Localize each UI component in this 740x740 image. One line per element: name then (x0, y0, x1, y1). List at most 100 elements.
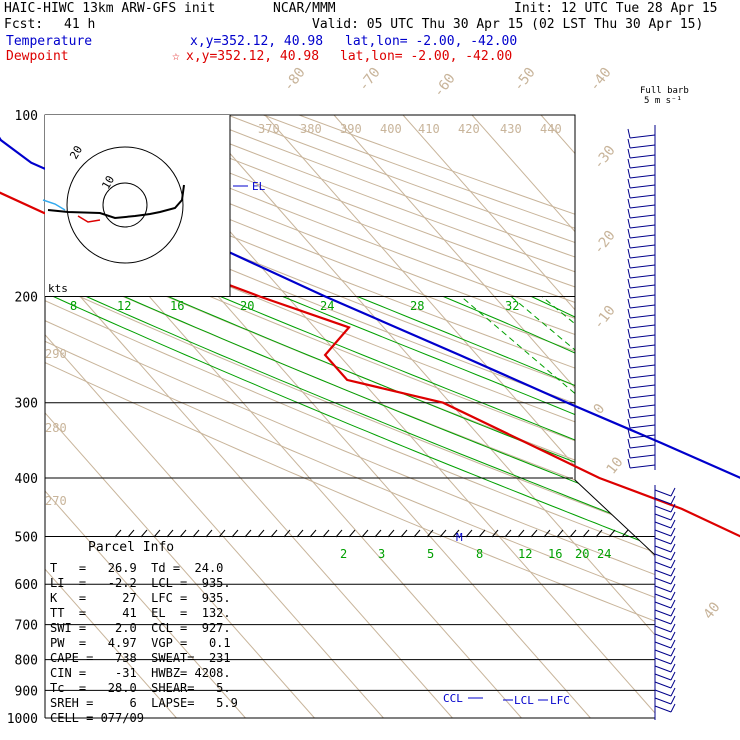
wind-barb (629, 444, 656, 449)
mixing-ratio-label: 24 (320, 299, 334, 313)
wind-barb (670, 511, 676, 521)
hodograph-trace-upper (42, 199, 66, 211)
isotherm-label: -70 (356, 65, 384, 95)
pressure-tick-label: 100 (15, 109, 38, 124)
theta-label: 440 (540, 122, 562, 136)
moist-adiabat-line (357, 296, 655, 718)
parcel-info-row: PW = 4.97 VGP = 0.1 (50, 636, 231, 650)
hatch-tick (387, 529, 395, 538)
hatch-tick (621, 529, 629, 538)
mixing-ratio-line (720, 297, 740, 731)
wind-barb (627, 418, 631, 429)
hatch-tick (270, 529, 278, 538)
theta-label: 380 (300, 122, 322, 136)
wind-barb (629, 284, 656, 289)
wind-barb (670, 543, 676, 553)
moist-adiabat-line (123, 296, 655, 718)
wind-barb (629, 454, 656, 459)
mixing-ratio-line (510, 296, 655, 718)
wind-barb (627, 168, 631, 179)
isotherm-line (679, 115, 740, 718)
moist-adiabat-line (531, 296, 655, 718)
dewpoint-latlon: lat,lon= -2.00, -42.00 (340, 49, 513, 64)
theta-label: 280 (45, 421, 67, 435)
wind-barb (627, 178, 631, 189)
wind-barb (670, 647, 676, 657)
hatch-tick (296, 529, 304, 538)
wind-barb (629, 154, 656, 159)
hatch-tick (192, 529, 200, 538)
wind-barb (629, 384, 656, 389)
wind-barb (627, 338, 631, 349)
mixing-ratio-label: 2 (340, 547, 347, 561)
mixing-ratio-line (657, 297, 740, 731)
hatch-tick (166, 529, 174, 538)
hatch-tick (504, 529, 512, 538)
wind-barb (654, 705, 672, 713)
wind-barb (627, 128, 631, 139)
wind-barb (627, 148, 631, 159)
isotherm-label: -10 (591, 303, 619, 333)
wind-barb (627, 438, 631, 449)
wind-barb (627, 268, 631, 279)
hatch-tick (608, 529, 616, 538)
wind-barb (670, 519, 676, 529)
hatch-tick (582, 529, 590, 538)
wind-barb (654, 609, 672, 617)
isotherm-label: -60 (431, 71, 459, 101)
dry-adiabat-line (263, 115, 655, 718)
wind-barb (670, 639, 676, 649)
hatch-tick (595, 529, 603, 538)
mixing-ratio-label: 28 (410, 299, 424, 313)
ccl-label: CCL (443, 692, 463, 705)
wind-barb (629, 404, 656, 409)
wind-barb (670, 575, 676, 585)
hatch-tick (179, 529, 187, 538)
parcel-info-title: Parcel Info (88, 540, 175, 555)
hatch-tick (257, 529, 265, 538)
dry-adiabat-line (45, 115, 655, 718)
isotherm-label: -80 (281, 65, 309, 95)
hatch-tick (361, 529, 369, 538)
wind-barbs (627, 125, 676, 720)
wind-barb (670, 687, 676, 697)
wind-barb (670, 631, 676, 641)
isotherm-label: 10 (604, 454, 627, 477)
hatch-tick (426, 529, 434, 538)
dewpoint-star-icon: ☆ (172, 49, 180, 64)
wind-barb (627, 218, 631, 229)
wind-barb (654, 505, 672, 513)
wind-barb (670, 671, 676, 681)
hatch-tick (244, 529, 252, 538)
wind-barb (654, 569, 672, 577)
hatch-tick (439, 529, 447, 538)
fcst-label: Fcst: (4, 17, 44, 32)
wind-barb (627, 248, 631, 259)
pressure-tick-label: 400 (15, 472, 38, 487)
temperature-latlon: lat,lon= -2.00, -42.00 (345, 34, 518, 49)
valid-time: Valid: 05 UTC Thu 30 Apr 15 (02 LST Thu … (312, 17, 704, 32)
wind-barb (627, 238, 631, 249)
hatch-tick (322, 529, 330, 538)
hatch-tick (556, 529, 564, 538)
wind-barb (654, 513, 672, 521)
hatch-tick (283, 529, 291, 538)
hatch-tick (530, 529, 538, 538)
pressure-tick-label: 800 (15, 654, 38, 669)
isotherm-line (45, 115, 384, 718)
wind-barb (654, 673, 672, 681)
hodograph-trace (47, 184, 185, 220)
wind-barb (670, 607, 676, 617)
model-title: HAIC-HIWC 13km ARW-GFS init (4, 1, 216, 16)
moist-adiabat-line (86, 296, 655, 718)
wind-barb (629, 144, 656, 149)
wind-barb (629, 434, 656, 439)
mixing-ratio-line (460, 296, 655, 718)
hatch-tick (517, 529, 525, 538)
parcel-info-row: Tc = 28.0 SHEAR= 5. (50, 681, 231, 695)
dry-adiabat-line (45, 115, 655, 718)
parcel-info-row: CIN = -31 HWBZ= 4208. (50, 666, 231, 680)
wind-barb (670, 655, 676, 665)
mixing-ratio-lines (460, 296, 740, 731)
dry-adiabat-line (45, 115, 655, 718)
